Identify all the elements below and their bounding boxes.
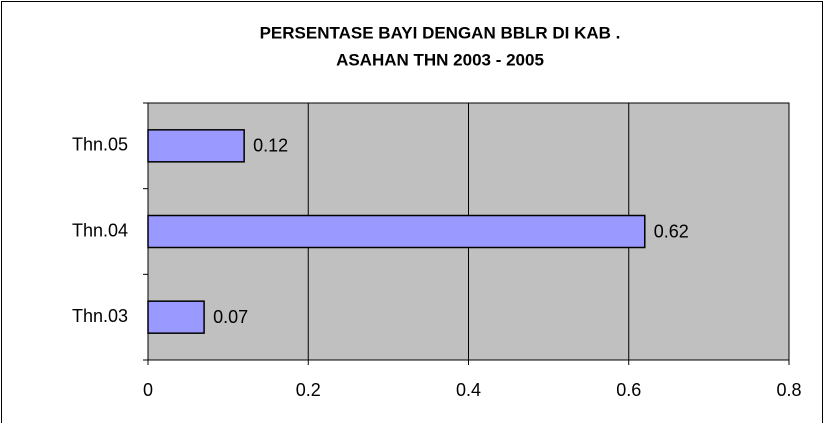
x-tick-label: 0.6 [616, 380, 641, 400]
y-tick-label: Thn.03 [72, 306, 128, 326]
bar [147, 129, 245, 163]
data-label: 0.62 [654, 221, 689, 241]
x-tick-label: 0.2 [296, 380, 321, 400]
x-tick-label: 0.4 [456, 380, 481, 400]
bar [147, 300, 205, 334]
data-label: 0.07 [213, 307, 248, 327]
x-tick-label: 0 [143, 380, 153, 400]
chart-title: PERSENTASE BAYI DENGAN BBLR DI KAB . [260, 23, 621, 42]
x-tick-label: 0.8 [776, 380, 801, 400]
y-tick-label: Thn.05 [72, 135, 128, 155]
chart-title: ASAHAN THN 2003 - 2005 [336, 50, 544, 69]
data-label: 0.12 [253, 136, 288, 156]
bar [147, 214, 646, 249]
y-tick-label: Thn.04 [72, 220, 128, 240]
